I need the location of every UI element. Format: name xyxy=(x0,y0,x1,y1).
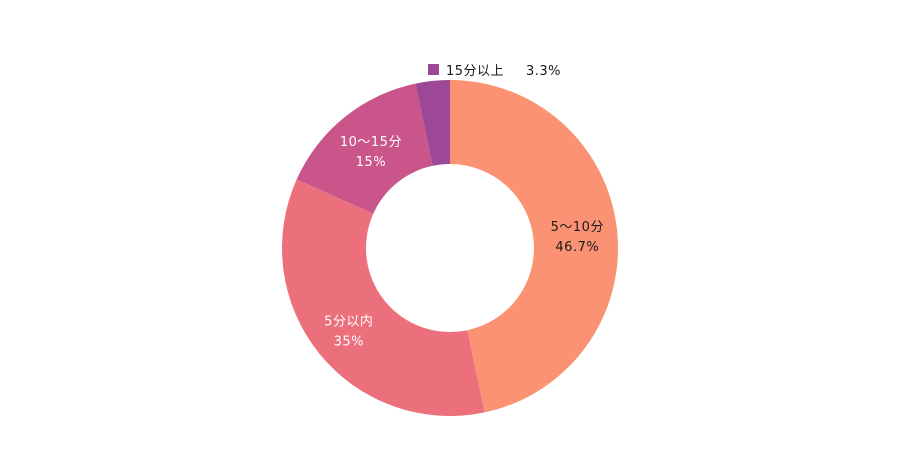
legend-swatch-1 xyxy=(428,64,439,75)
legend: 15分以上 3.3% xyxy=(428,64,561,79)
slice-value-label-3: 15% xyxy=(356,155,386,170)
donut-slice-3 xyxy=(296,83,433,214)
slice-category-label-3: 10〜15分 xyxy=(340,135,402,150)
slice-category-label-1: 5〜10分 xyxy=(551,220,604,235)
donut-slice-1 xyxy=(450,80,618,413)
donut-slice-2 xyxy=(282,179,485,416)
slice-category-label-2: 5分以内 xyxy=(324,314,373,330)
slices-group xyxy=(282,80,618,416)
slice-labels-group: 5〜10分 46.7% 5分以内 35% 10〜15分 15% xyxy=(324,135,604,350)
slice-value-label-1: 46.7% xyxy=(555,240,599,255)
legend-value-1: 3.3% xyxy=(526,64,561,79)
legend-label-1: 15分以上 xyxy=(446,64,504,79)
donut-slice-4 xyxy=(415,80,450,166)
slice-value-label-2: 35% xyxy=(334,335,364,350)
